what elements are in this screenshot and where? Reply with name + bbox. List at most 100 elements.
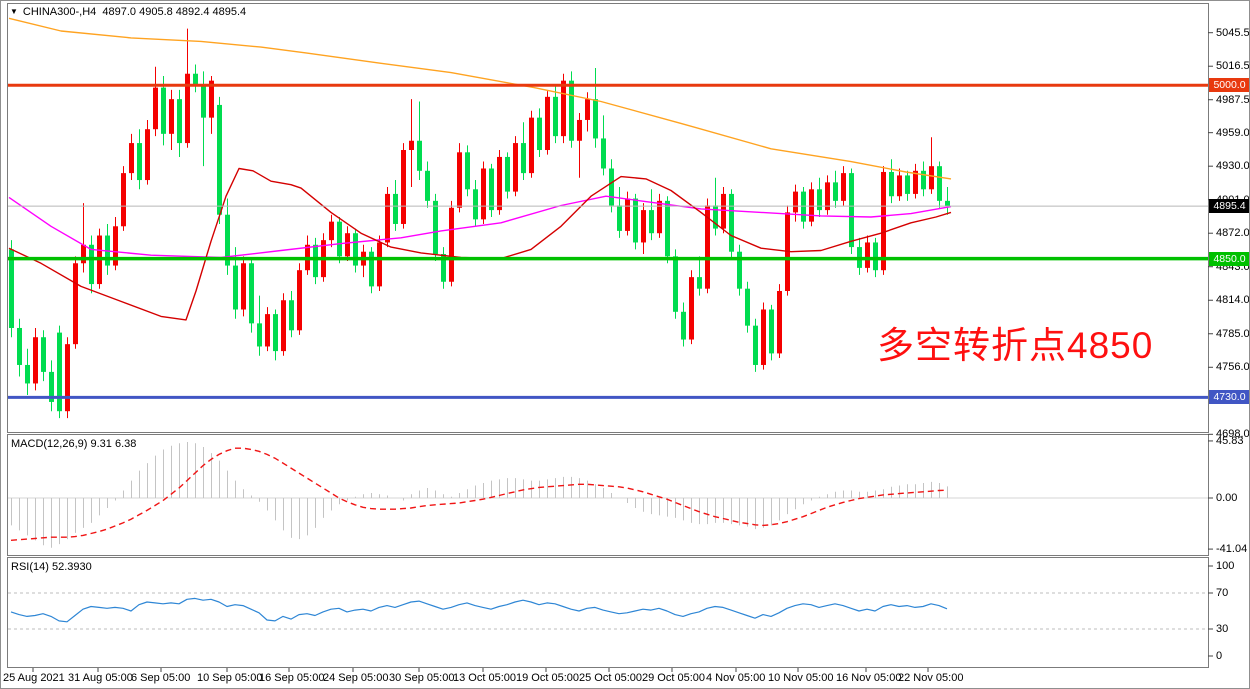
date-label[interactable]: 16 Nov 05:00 [836,672,902,684]
candle-body [841,173,846,201]
date-label[interactable]: 30 Sep 05:00 [389,672,455,684]
candle-body [497,156,502,211]
candle-body [153,87,158,130]
date-label[interactable]: 13 Oct 05:00 [453,672,516,684]
candle-body [377,242,382,287]
price-tick-label: 5016.5 [1216,60,1250,73]
candle-body [177,99,182,144]
candle-body [273,314,278,352]
date-label[interactable]: 25 Aug 2021 [3,672,65,684]
candle-body [705,205,710,289]
candle-body [561,80,566,137]
candle-body [937,166,942,201]
price-tick-label: 4814.0 [1216,294,1250,307]
candle-body [297,270,302,331]
rsi-tick-label: 70 [1216,587,1229,599]
candle-body [113,226,118,266]
candle-body [425,170,430,201]
macd-histogram [11,441,948,548]
date-label[interactable]: 25 Oct 05:00 [579,672,642,684]
main-panel-frame [7,3,1209,433]
candle-body [817,189,822,211]
rsi-line [10,597,948,623]
macd-tick-label: 45.83 [1216,434,1244,447]
candle-body [449,207,454,282]
macd-layer [8,441,1208,548]
rsi-indicator-label: RSI(14) 52.3930 [11,561,92,573]
date-label[interactable]: 6 Sep 05:00 [131,672,191,684]
candle-body [665,200,670,257]
candle-body [457,152,462,208]
candle-body [625,198,630,231]
candle-body [849,173,854,248]
date-label[interactable]: 29 Oct 05:00 [642,672,705,684]
candle-body [777,290,782,354]
candle-body [161,87,166,134]
candle-body [729,193,734,252]
candle-body [585,99,590,120]
candle-body [833,182,838,201]
candle-body [417,140,422,171]
main-chart-layer [8,17,1208,419]
candle-body [769,309,774,354]
candle-body [353,233,358,266]
date-label[interactable]: 16 Sep 05:00 [259,672,325,684]
candle-body [401,150,406,224]
candle-body [577,119,582,141]
date-label[interactable]: 22 Nov 05:00 [898,672,964,684]
symbol-quote-ohlc: 4897.0 4905.8 4892.4 4895.4 [102,6,247,18]
price-tick-label: 5045.5 [1216,26,1250,39]
candle-body [881,171,886,271]
candle-body [393,193,398,224]
macd-values: 9.31 6.38 [90,438,137,450]
candle-body [721,193,726,229]
rsi-tick-label: 30 [1216,623,1229,635]
macd-indicator-label: MACD(12,26,9) 9.31 6.38 [11,438,136,450]
candle-body [465,152,470,190]
candle-body [617,205,622,231]
macd-signal-line [10,447,948,541]
candle-body [865,242,870,268]
macd-name: MACD(12,26,9) [11,438,88,450]
candle-body [489,168,494,211]
bid-price-label: 4895.4 [1209,199,1249,214]
candle-body [337,221,342,257]
pivot-4850-label: 4850.0 [1209,251,1249,266]
candle-body [697,277,702,289]
date-label[interactable]: 24 Sep 05:00 [323,672,389,684]
candle-body [57,332,62,412]
candle-body [513,143,518,192]
price-tick-label: 4698.0 [1216,428,1250,441]
macd-panel-frame [7,434,1209,556]
candle-body [73,263,78,345]
date-label[interactable]: 4 Nov 05:00 [706,672,766,684]
candle-body [289,300,294,331]
date-label[interactable]: 19 Oct 05:00 [516,672,579,684]
candle-body [609,168,614,206]
candle-body [601,138,606,169]
candle-body [921,170,926,190]
date-label[interactable]: 31 Aug 05:00 [68,672,133,684]
symbol-dropdown-icon[interactable]: ▼ [10,7,18,16]
candle-body [81,244,86,264]
candle-body [121,173,126,227]
macd-tick-label: 0.00 [1216,492,1238,504]
date-label[interactable]: 10 Nov 05:00 [768,672,834,684]
rsi-tick-label: 0 [1216,650,1223,662]
price-tick-label: 4785.0 [1216,327,1250,340]
chart-title: ▼ CHINA300-,H4 4897.0 4905.8 4892.4 4895.… [10,6,246,18]
support-4730-label: 4730.0 [1209,390,1249,405]
date-label[interactable]: 10 Sep 05:00 [197,672,263,684]
candle-body [529,117,534,174]
candle-body [249,263,254,324]
candle-body [265,314,270,347]
candle-body [809,189,814,222]
candle-body [185,73,190,144]
rsi-layer [8,592,1208,630]
candle-body [569,80,574,141]
candle-body [521,143,526,174]
candle-body [913,170,918,194]
candle-body [473,189,478,220]
